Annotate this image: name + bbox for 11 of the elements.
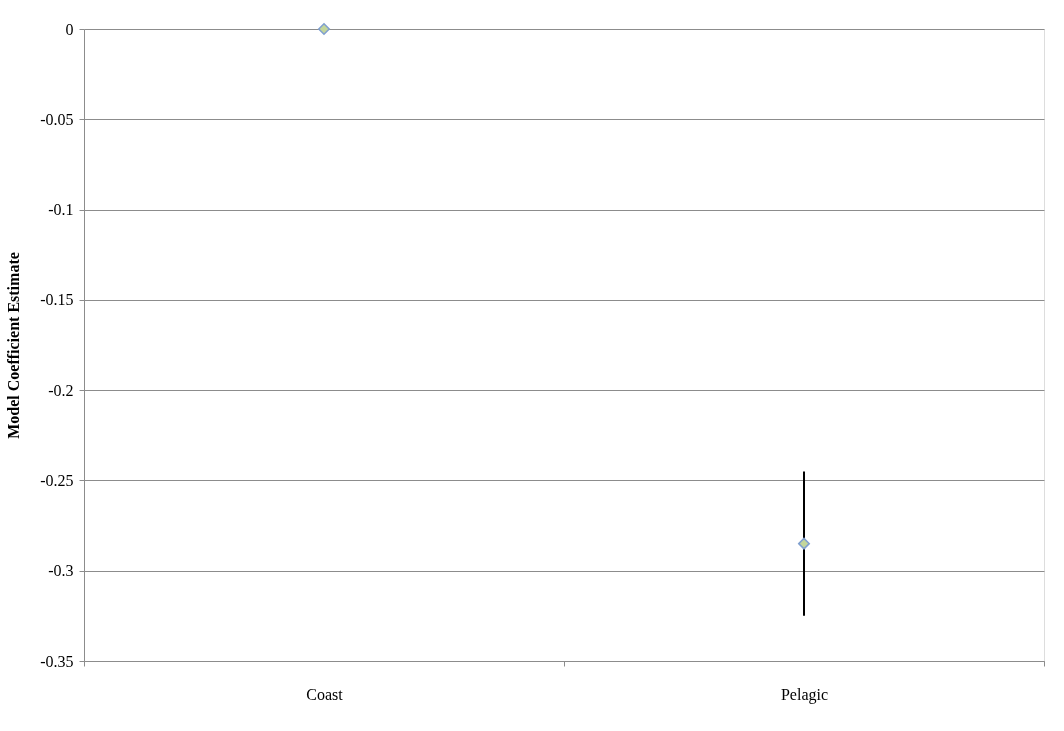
x-tick-label: Coast — [306, 685, 344, 703]
y-axis-title: Model Coefficient Estimate — [5, 252, 23, 439]
y-tick-label: 0 — [65, 20, 74, 38]
x-tick-label: Pelagic — [780, 685, 829, 704]
y-tick-label: -0.1 — [48, 201, 74, 219]
y-tick-label: -0.2 — [48, 381, 74, 399]
y-tick-label: -0.25 — [40, 471, 74, 489]
y-tick-label: -0.3 — [48, 562, 74, 580]
y-tick-label: -0.35 — [40, 652, 74, 670]
y-tick-label: -0.15 — [40, 291, 74, 309]
y-tick-label: -0.05 — [40, 110, 74, 128]
